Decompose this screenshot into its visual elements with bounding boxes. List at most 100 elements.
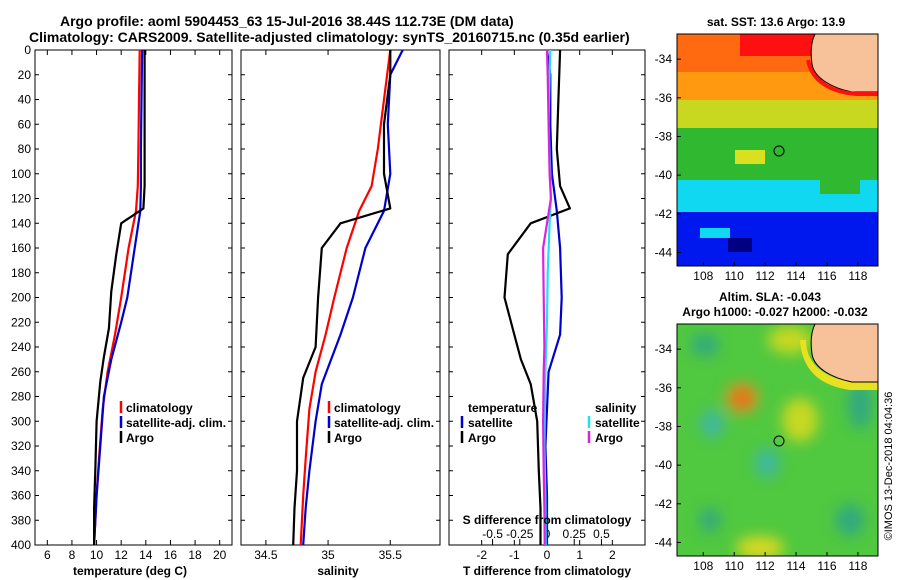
depth-tick-label: 180 <box>11 266 31 280</box>
map-lon-label: 116 <box>817 269 836 283</box>
salinity-line-climatology <box>299 49 392 546</box>
difference-x-tick-label: 0 <box>544 548 551 562</box>
difference-legend-s-satellite: satellite <box>595 416 640 430</box>
sla-map-title: Altim. SLA: -0.043 <box>719 290 821 304</box>
salinity-x-tick-label: 35 <box>321 548 335 562</box>
sla-map-field <box>677 324 878 556</box>
temperature-x-label: temperature (deg C) <box>73 564 187 578</box>
temperature-x-tick-label: 20 <box>213 548 227 562</box>
salinity-legend-climatology: climatology <box>334 401 401 415</box>
map-lat-label: -44 <box>655 535 673 549</box>
imos-credit: ©IMOS 13-Dec-2018 04:04:36 <box>883 392 895 541</box>
depth-tick-label: 120 <box>11 192 31 206</box>
difference-s-tick-label: -0.5 <box>482 527 503 541</box>
map-lon-label: 116 <box>817 559 836 573</box>
difference-x-tick-label: -2 <box>476 548 487 562</box>
temperature-x-tick-label: 14 <box>139 548 153 562</box>
sla-low-center <box>755 448 779 478</box>
depth-tick-label: 380 <box>11 513 31 527</box>
depth-tick-label: 200 <box>11 291 31 305</box>
sst-cyan-patch <box>700 228 730 238</box>
sst-band-blue <box>677 212 878 266</box>
depth-tick-label: 100 <box>11 167 31 181</box>
salinity-line-satellite-adj-clim- <box>302 49 404 546</box>
map-lat-label: -40 <box>655 458 673 472</box>
sst-map-axes: 108 110 112 114 116 118 -34 -36 -38 -40 -42 -44 <box>655 52 868 283</box>
map-lat-label: -34 <box>655 52 673 66</box>
salinity-plot-frame <box>240 49 441 546</box>
sst-yellow-patch <box>735 150 765 164</box>
temperature-plot-frame <box>34 49 233 546</box>
salinity-x-axis: 34.5 35 35.5 <box>254 50 402 562</box>
difference-x-label: T difference from climatology <box>463 564 631 578</box>
map-lat-label: -34 <box>655 342 673 356</box>
map-lon-label: 110 <box>725 559 744 573</box>
argo-position-marker <box>773 145 785 157</box>
sla-low-south <box>700 508 720 532</box>
difference-legend-t-satellite: satellite <box>468 416 513 430</box>
temperature-legend: climatology satellite-adj. clim. Argo <box>119 401 226 445</box>
sst-warm-patch <box>740 34 815 56</box>
temperature-legend-satellite: satellite-adj. clim. <box>126 416 226 430</box>
temperature-line-climatology <box>93 49 141 546</box>
difference-legend-t-argo: Argo <box>468 431 496 445</box>
sla-map-subtitle: Argo h1000: -0.027 h2000: -0.032 <box>682 305 868 319</box>
depth-tick-label: 0 <box>24 43 31 57</box>
difference-s-tick-label: 0.5 <box>593 527 610 541</box>
depth-tick-label: 20 <box>18 68 32 82</box>
land-shape <box>810 324 878 383</box>
difference-panel: -2 -1 0 1 2 -0.5 -0.25 0 0.25 0.5 S difference f… <box>448 49 646 578</box>
difference-x-tick-label: 2 <box>609 548 616 562</box>
depth-tick-label: 280 <box>11 390 31 404</box>
map-lon-label: 112 <box>756 269 775 283</box>
salinity-legend-argo: Argo <box>334 431 362 445</box>
difference-line-salinity-argo <box>542 49 552 546</box>
difference-legend-right-header: salinity <box>595 401 637 415</box>
map-lon-label: 114 <box>786 559 805 573</box>
salinity-series <box>292 49 404 546</box>
difference-top-label: S difference from climatology <box>463 513 632 527</box>
map-lon-label: 110 <box>725 269 744 283</box>
map-lat-label: -38 <box>655 129 673 143</box>
map-lat-label: -40 <box>655 168 673 182</box>
map-lat-label: -36 <box>655 91 673 105</box>
salinity-x-label: salinity <box>317 564 359 578</box>
depth-tick-label: 160 <box>11 241 31 255</box>
depth-tick-label: 340 <box>11 464 31 478</box>
sst-map-title: sat. SST: 13.6 Argo: 13.9 <box>707 15 846 29</box>
map-lat-label: -44 <box>655 245 673 259</box>
sst-map-frame <box>676 33 879 267</box>
sst-map-panel: sat. SST: 13.6 Argo: 13.9 108 110 112 114 11… <box>655 15 879 283</box>
depth-tick-label: 80 <box>18 142 32 156</box>
depth-tick-label: 400 <box>11 538 31 552</box>
salinity-x-tick-label: 34.5 <box>254 548 278 562</box>
depth-tick-label: 240 <box>11 340 31 354</box>
sla-low-east <box>848 381 872 429</box>
temperature-x-tick-label: 12 <box>115 548 129 562</box>
temperature-x-axis: 6 8 10 12 14 16 18 20 <box>44 50 227 562</box>
sla-anomaly-blobs <box>691 326 872 556</box>
temperature-legend-argo: Argo <box>126 431 154 445</box>
sla-coastal-band <box>800 340 878 390</box>
sst-green-patch <box>820 180 860 194</box>
depth-tick-label: 140 <box>11 216 31 230</box>
map-lat-label: -38 <box>655 419 673 433</box>
temperature-panel: 0204060801001201401601802002202402602803… <box>11 43 645 578</box>
sst-navy-patch <box>728 238 752 252</box>
sla-high-center <box>782 398 818 442</box>
sst-map-field <box>677 34 878 266</box>
difference-s-axis: -0.5 -0.25 0 0.25 0.5 <box>482 527 610 545</box>
temperature-legend-climatology: climatology <box>126 401 193 415</box>
temperature-line-satellite-adj-clim- <box>93 49 144 546</box>
sla-map-panel: Altim. SLA: -0.043 Argo h1000: -0.027 h2… <box>655 290 879 573</box>
salinity-legend: climatology satellite-adj. clim. Argo <box>327 401 434 445</box>
difference-legend: temperature satellite Argo salinity sate… <box>460 401 640 445</box>
temperature-x-tick-label: 18 <box>188 548 202 562</box>
depth-tick-label: 320 <box>11 439 31 453</box>
temperature-x-tick-label: 6 <box>44 548 51 562</box>
difference-s-tick-label: 0.25 <box>563 527 587 541</box>
depth-tick-label: 40 <box>18 93 32 107</box>
temperature-x-tick-label: 10 <box>90 548 104 562</box>
sst-coastal-band <box>806 59 878 96</box>
